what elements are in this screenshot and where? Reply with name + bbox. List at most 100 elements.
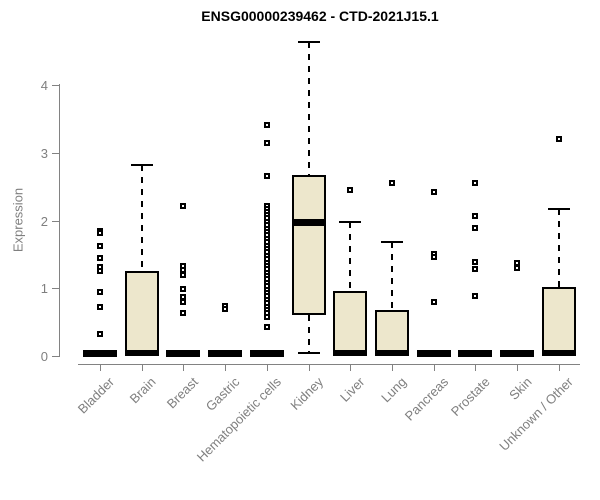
outlier-point-hematopoietic-cells [263,323,270,330]
x-tick-label-pancreas: Pancreas [401,374,452,424]
whisker-cap-upper-kidney [297,40,320,43]
outlier-point-bladder [97,304,103,311]
outlier-point-pancreas [430,254,437,261]
outlier-point-liver [347,187,354,193]
outlier-point-prostate [472,212,479,219]
x-axis-line [78,364,580,365]
outlier-point-gastric [222,305,229,312]
outlier-point-prostate [472,180,479,187]
whisker-cap-lower-kidney [297,351,320,354]
x-axis-tick [308,364,310,371]
x-axis-tick [100,364,101,371]
median-kidney [291,218,326,226]
x-tick-label-breast: Breast [163,374,201,412]
x-tick-label-kidney: Kidney [287,374,326,413]
outlier-point-bladder [97,330,103,337]
y-axis-tick [52,288,59,290]
outlier-point-skin [514,259,521,266]
outlier-point-bladder [97,289,103,296]
x-tick-label-unknown-other: Unknown / Other [496,374,577,454]
whisker-upper-unknown-other [557,208,560,287]
x-axis-tick [225,364,227,371]
y-axis-line [59,84,60,357]
x-axis-tick [350,364,352,371]
outlier-point-hematopoietic-cells [263,121,270,128]
box-brain [124,270,159,356]
y-tick-label: 0 [40,349,48,364]
y-axis-title: Expression [10,187,26,253]
x-axis-tick [392,364,394,371]
outlier-point-unknown-other [555,135,562,142]
zero-box-gastric [208,350,243,357]
y-axis-tick [52,220,59,222]
outlier-point-hematopoietic-cells [263,313,270,320]
outlier-point-prostate [472,265,479,272]
y-axis-tick [52,356,59,357]
x-tick-label-skin: Skin [506,374,535,403]
outlier-point-bladder [97,268,103,275]
x-tick-label-bladder: Bladder [75,374,118,417]
outlier-point-breast [180,299,187,306]
y-tick-label: 4 [40,78,48,93]
outlier-point-pancreas [430,189,437,196]
y-axis-tick [52,152,59,154]
outlier-point-pancreas [430,299,437,306]
x-axis-tick [558,364,560,371]
zero-box-skin [500,350,535,357]
x-axis-tick [183,364,185,371]
outlier-point-bladder [97,254,103,261]
box-unknown-other [541,286,576,356]
whisker-upper-liver [349,221,352,291]
whisker-cap-upper-liver [339,220,362,223]
zero-box-prostate [458,350,493,357]
x-tick-label-gastric: Gastric [202,374,243,414]
y-tick-label: 2 [40,213,48,229]
whisker-upper-kidney [307,41,310,176]
y-tick-label: 3 [40,145,48,161]
outlier-point-breast [180,294,187,301]
x-axis-tick [433,364,435,371]
x-axis-tick [475,364,477,371]
whisker-cap-upper-lung [381,240,404,243]
median-brain [124,350,159,356]
x-tick-label-liver: Liver [337,374,368,405]
outlier-point-hematopoietic-cells [263,140,270,147]
outlier-point-prostate [472,224,479,231]
zero-box-hematopoietic-cells [249,350,284,357]
outlier-point-prostate [472,292,479,299]
x-tick-label-lung: Lung [378,374,410,406]
zero-box-pancreas [416,350,451,357]
whisker-lower-kidney [307,314,310,353]
y-tick-label: 1 [40,281,48,297]
whisker-cap-upper-brain [130,163,153,166]
outlier-point-skin [514,264,521,271]
outlier-point-breast [180,285,187,292]
median-liver [333,350,368,356]
x-tick-label-prostate: Prostate [447,374,493,420]
zero-box-bladder [83,350,117,357]
outlier-point-bladder [97,230,103,237]
outlier-point-lung [389,179,396,186]
outlier-point-bladder [97,242,103,249]
y-axis-tick [52,85,59,86]
box-kidney [291,175,326,315]
outlier-point-breast [180,203,187,210]
x-axis-tick [517,364,519,371]
outlier-point-breast [180,271,187,278]
whisker-upper-lung [391,241,394,310]
outlier-point-prostate [472,258,479,265]
whisker-cap-upper-unknown-other [547,207,570,210]
median-unknown-other [541,350,576,356]
outlier-point-hematopoietic-cells [263,172,270,179]
median-lung [375,350,410,356]
chart-title: ENSG00000239462 - CTD-2021J15.1 [201,8,439,24]
x-tick-label-brain: Brain [126,374,160,407]
x-axis-tick [141,364,143,371]
box-lung [375,309,410,356]
zero-box-breast [166,350,201,357]
outlier-point-breast [180,310,187,317]
box-liver [333,290,368,356]
whisker-upper-brain [140,164,143,271]
x-axis-tick [266,364,268,371]
